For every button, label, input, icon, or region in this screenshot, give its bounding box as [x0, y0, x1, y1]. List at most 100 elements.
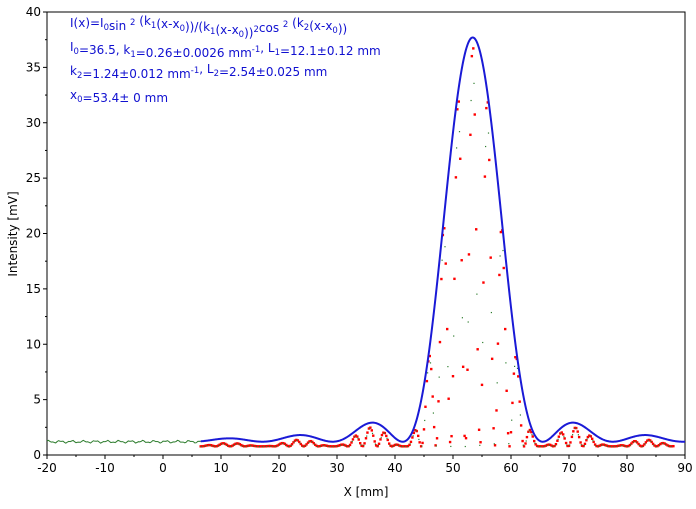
measured-point: [211, 444, 214, 447]
measured-point: [509, 431, 513, 434]
measured-point: [331, 445, 334, 448]
measured-point: [498, 273, 501, 277]
measured-point: [374, 444, 378, 447]
x-tick-label: -20: [37, 461, 57, 475]
measured-point: [273, 445, 276, 448]
measured-point: [399, 444, 402, 448]
measured-point: [424, 405, 427, 408]
measured-point-minor: [557, 438, 559, 440]
measured-point: [257, 445, 260, 448]
measured-point-minor: [305, 444, 307, 447]
measured-point: [651, 442, 655, 446]
measured-point: [499, 230, 503, 234]
measured-point-minor: [572, 434, 574, 436]
measured-point-minor: [531, 434, 533, 436]
measured-point-minor: [456, 147, 458, 149]
measured-point: [589, 435, 592, 438]
measured-point: [557, 435, 561, 438]
measured-point-minor: [357, 437, 359, 439]
measured-point: [248, 444, 252, 447]
y-tick-label: 35: [26, 60, 41, 74]
measured-point: [485, 106, 488, 110]
fit-equation-segment: 0: [74, 47, 79, 57]
measured-point: [224, 442, 227, 446]
measured-point-minor: [389, 444, 391, 446]
measured-point-minor: [603, 444, 606, 446]
measured-point: [341, 443, 344, 446]
measured-point-minor: [348, 445, 350, 447]
measured-point-minor: [560, 432, 562, 434]
measured-point-minor: [601, 444, 603, 446]
measured-point-minor: [586, 438, 588, 440]
measured-point: [360, 444, 363, 448]
measured-point: [274, 444, 278, 448]
measured-point: [659, 442, 662, 446]
measured-point: [432, 425, 436, 429]
measured-point: [598, 444, 601, 447]
measured-point: [276, 444, 279, 447]
fit-equation-segment: (x-x: [215, 23, 238, 37]
measured-point: [396, 443, 400, 447]
measured-point: [415, 429, 418, 433]
measured-point: [215, 445, 218, 448]
measured-point: [321, 444, 324, 447]
measured-point: [521, 439, 524, 443]
measured-point-minor: [386, 437, 388, 439]
measured-point: [405, 445, 408, 448]
measured-point: [535, 444, 539, 448]
measured-point: [634, 440, 637, 443]
measured-point: [480, 383, 484, 387]
y-axis-ticks: 0 5 10 15 20 25 30 35 40: [26, 5, 47, 462]
measured-point-minor: [340, 444, 342, 446]
measured-point: [553, 444, 556, 448]
measured-point-minor: [522, 444, 524, 446]
measured-point: [644, 441, 648, 444]
measured-point-minor: [516, 367, 519, 370]
measured-point-minor: [432, 412, 434, 414]
x-tick-label: 80: [619, 461, 634, 475]
measured-point-minor: [267, 445, 269, 447]
x-tick-label: 90: [677, 461, 692, 475]
measured-point: [579, 441, 582, 444]
measured-point: [311, 440, 314, 444]
fit-equation-segment: (k: [288, 16, 303, 30]
fit-equation-segment: , L: [260, 41, 275, 55]
measured-point: [335, 444, 339, 448]
measured-point-minor: [635, 441, 637, 443]
fit-equation-segment: I(x)=I: [70, 16, 104, 30]
measured-point: [543, 445, 546, 448]
measured-point: [312, 442, 315, 445]
fit-equation-segment: 2: [77, 71, 82, 81]
fit-equation-segment: 0: [180, 24, 185, 34]
measured-point-minor: [392, 445, 394, 448]
measured-point: [319, 444, 323, 447]
measured-point-minor: [412, 435, 414, 437]
measured-point-minor: [418, 438, 420, 441]
measured-point: [517, 375, 520, 378]
measured-point: [464, 436, 468, 440]
measured-point: [467, 253, 471, 256]
measured-point-minor: [647, 439, 649, 442]
measured-point-minor: [369, 427, 371, 430]
measured-point-minor: [337, 445, 339, 447]
measured-point-minor: [235, 443, 237, 445]
measured-point: [350, 441, 353, 444]
measured-point: [669, 445, 672, 448]
measured-point-minor: [656, 446, 658, 448]
measured-point-minor: [342, 444, 345, 446]
measured-point: [563, 437, 566, 440]
measured-point: [612, 445, 616, 448]
measured-point: [492, 427, 495, 430]
measured-point: [228, 445, 231, 448]
measured-point: [624, 444, 627, 448]
measured-point: [466, 368, 469, 371]
measured-point-minor: [383, 432, 385, 434]
measured-point: [538, 445, 542, 448]
measured-point-minor: [467, 321, 469, 323]
measured-point: [601, 443, 604, 446]
measured-point: [559, 432, 562, 435]
measured-point: [324, 444, 327, 447]
measured-point: [518, 400, 521, 403]
measured-point-minor: [380, 437, 382, 439]
fit-equation-segment: 0: [104, 23, 109, 33]
